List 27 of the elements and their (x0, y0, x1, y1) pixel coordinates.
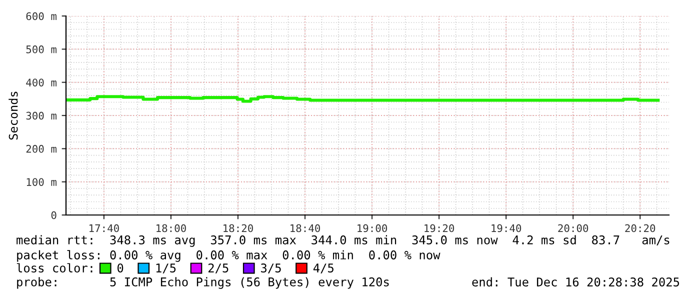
x-tick-label: 17:40 (90, 224, 119, 232)
x-tick-label: 18:40 (290, 224, 320, 232)
y-tick-label: 0 (51, 211, 56, 220)
legend-label: 0 (118, 263, 124, 272)
text: median rtt: 348.3 ms avg 357.0 ms max 344.0 ms min 345.0 ms now 4.2 ms sd 83.7 am/s (16, 235, 670, 247)
text: end: Tue Dec 16 20:28:38 2025 (472, 277, 680, 286)
legend-label: 2/5 (208, 263, 228, 274)
x-tick-label: 18:00 (156, 224, 186, 232)
legend-label: 1/5 (156, 264, 176, 274)
x-tick-label: 19:40 (492, 224, 522, 232)
y-tick-label: 400 m (26, 78, 56, 86)
x-tick-label: 19:00 (358, 224, 388, 232)
legend-label: 3/5 (261, 263, 281, 274)
y-tick-label: 200 m (26, 144, 56, 153)
x-tick-label: 20:20 (625, 224, 656, 232)
legend-label: 4/5 (313, 264, 334, 274)
y-tick-label: 100 m (26, 178, 56, 186)
y-axis-title: Seconds (8, 92, 18, 140)
text: packet loss: 0.00 % avg 0.00 % max 0.00 % min 0.00 % now (17, 250, 440, 262)
legend-title: loss color: (16, 263, 92, 272)
x-tick-label: 20:00 (558, 224, 588, 232)
y-tick-label: 500 m (26, 45, 56, 54)
text: probe: 5 ICMP Echo Pings (56 Bytes) every 120s (17, 277, 389, 289)
y-tick-label: 600 m (26, 12, 56, 20)
x-tick-label: 18:20 (224, 224, 253, 232)
x-tick-label: 19:20 (424, 224, 454, 232)
y-tick-label: 300 m (26, 112, 56, 120)
